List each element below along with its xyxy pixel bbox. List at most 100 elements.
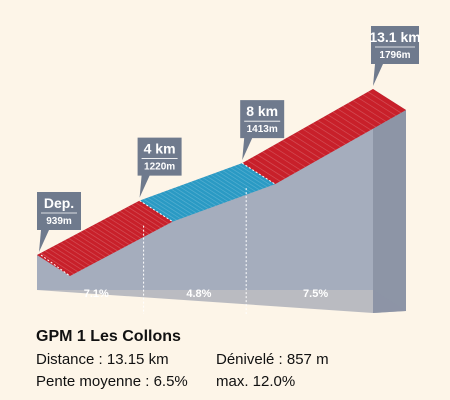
max-gradient-text: max. 12.0% bbox=[216, 373, 296, 390]
elevation-gain-text: Dénivelé : 857 m bbox=[216, 351, 329, 368]
ribbon-stripe bbox=[60, 242, 94, 264]
ribbon-stripe bbox=[206, 175, 240, 198]
ribbon-stripe bbox=[317, 120, 351, 142]
marker-2: 4 km 1220m bbox=[137, 137, 182, 198]
ribbon-stripe bbox=[222, 170, 256, 192]
ribbon-stripe bbox=[103, 219, 138, 241]
ribbon-stripe bbox=[337, 108, 371, 131]
marker-box-1 bbox=[37, 192, 81, 252]
ribbon-divider-2 bbox=[241, 162, 276, 185]
ribbon-segment-1 bbox=[37, 200, 173, 276]
ribbon-stripe bbox=[302, 128, 336, 151]
marker-box-3 bbox=[240, 100, 285, 161]
ribbon-stripe bbox=[111, 214, 146, 237]
ribbon-stripe bbox=[131, 204, 165, 227]
ribbon-stripe bbox=[56, 244, 90, 266]
ribbon-divider-1 bbox=[139, 200, 173, 222]
ribbon-stripe bbox=[174, 187, 209, 209]
ribbon-stripe bbox=[238, 164, 272, 186]
ribbon-stripe bbox=[95, 223, 130, 245]
ribbon-stripe bbox=[178, 185, 213, 208]
ribbon-stripe bbox=[107, 216, 142, 239]
marker-box-2 bbox=[137, 137, 182, 198]
ribbon-stripe bbox=[234, 165, 268, 188]
ribbon-stripe bbox=[342, 105, 377, 128]
avg-gradient-text: Pente moyenne : 6.5% bbox=[36, 373, 188, 390]
distance-text: Distance : 13.15 km bbox=[36, 351, 169, 368]
ribbon-stripe bbox=[362, 94, 397, 117]
ribbon-stripe bbox=[347, 102, 382, 125]
ribbon-stripe bbox=[322, 117, 356, 139]
ribbon-stripe bbox=[127, 206, 161, 229]
ribbon-stripe bbox=[194, 180, 229, 202]
marker-distance-1: Dep. bbox=[44, 195, 74, 211]
gradient-label-1: 7.1% bbox=[84, 288, 109, 300]
ribbon-stripe bbox=[267, 148, 301, 171]
ribbon-stripe bbox=[367, 91, 402, 114]
ribbon-stripe bbox=[99, 221, 134, 243]
ribbon-stripe bbox=[84, 229, 118, 252]
ribbon-stripe bbox=[44, 250, 79, 273]
ribbon-stripe bbox=[327, 114, 361, 137]
ribbon-stripe bbox=[167, 190, 201, 212]
climb-profile-chart: 7.1% 4.8% 7.5% Dep. 939m 4 km 1220m 8 km 1413m 13… bbox=[37, 26, 421, 314]
ribbon-stripe bbox=[163, 191, 197, 214]
ribbon-segment-3 bbox=[242, 89, 406, 185]
ribbon-stripe bbox=[92, 225, 126, 248]
ribbon-stripe bbox=[332, 111, 366, 134]
ribbon-start-divider bbox=[40, 254, 71, 277]
ribbon-stripe bbox=[170, 188, 205, 211]
ribbon-stripe bbox=[262, 151, 296, 174]
gradient-label-2: 4.8% bbox=[186, 288, 211, 300]
ribbon-stripe bbox=[277, 142, 311, 165]
ribbon-stripe bbox=[252, 157, 286, 179]
ribbon-stripe bbox=[312, 122, 346, 145]
ribbon-stripe bbox=[76, 233, 110, 256]
marker-1: Dep. 939m bbox=[37, 192, 81, 252]
marker-distance-2: 4 km bbox=[144, 141, 176, 157]
ribbon-stripe bbox=[48, 248, 83, 271]
ribbon-stripe bbox=[40, 252, 75, 275]
ribbon-stripe bbox=[151, 195, 185, 218]
ribbon-stripe bbox=[88, 227, 122, 250]
marker-distance-4: 13.1 km bbox=[369, 29, 420, 45]
ribbon-stripe bbox=[272, 145, 306, 168]
ribbon-stripe bbox=[147, 197, 181, 220]
ribbon-stripe bbox=[357, 97, 392, 119]
stats-row-1: Distance : 13.15 km Dénivelé : 857 m bbox=[36, 351, 329, 368]
ribbon-stripe bbox=[282, 140, 316, 162]
ribbon-stripe bbox=[68, 237, 102, 260]
ribbon-stripe bbox=[123, 208, 158, 231]
ribbon-stripe bbox=[292, 134, 326, 156]
ribbon-stripe bbox=[247, 159, 281, 182]
gradient-label-3: 7.5% bbox=[303, 288, 328, 300]
marker-altitude-1: 939m bbox=[46, 216, 72, 227]
ribbon-stripe bbox=[186, 182, 221, 205]
marker-3: 8 km 1413m bbox=[240, 100, 285, 161]
ribbon-stripe bbox=[155, 194, 189, 217]
ribbon-stripe bbox=[159, 193, 193, 215]
ribbon-stripe bbox=[214, 172, 248, 195]
profile-base-shade bbox=[37, 290, 406, 313]
marker-box-4 bbox=[371, 26, 419, 86]
ribbon-stripe bbox=[72, 235, 106, 258]
ribbon-stripe bbox=[119, 210, 154, 233]
marker-altitude-2: 1220m bbox=[144, 162, 175, 173]
ribbon-stripe bbox=[287, 137, 321, 159]
ribbon-stripe bbox=[352, 100, 387, 122]
ribbon-stripe bbox=[198, 178, 232, 201]
stats-row-2: Pente moyenne : 6.5% max. 12.0% bbox=[36, 373, 295, 390]
ribbon-stripe bbox=[190, 181, 225, 204]
marker-distance-3: 8 km bbox=[246, 103, 278, 119]
ribbon-stripe bbox=[307, 125, 341, 148]
ribbon-stripe bbox=[135, 202, 169, 225]
ribbon-stripe bbox=[210, 174, 244, 197]
ribbon-stripe bbox=[297, 131, 331, 154]
marker-altitude-4: 1796m bbox=[379, 50, 410, 61]
profile-side-wall bbox=[373, 89, 406, 313]
ribbon-stripe bbox=[182, 184, 217, 207]
ribbon-stripe bbox=[143, 198, 177, 221]
marker-4: 13.1 km 1796m bbox=[369, 26, 421, 86]
ribbon-stripe bbox=[64, 240, 98, 262]
ribbon-stripe bbox=[80, 231, 114, 254]
